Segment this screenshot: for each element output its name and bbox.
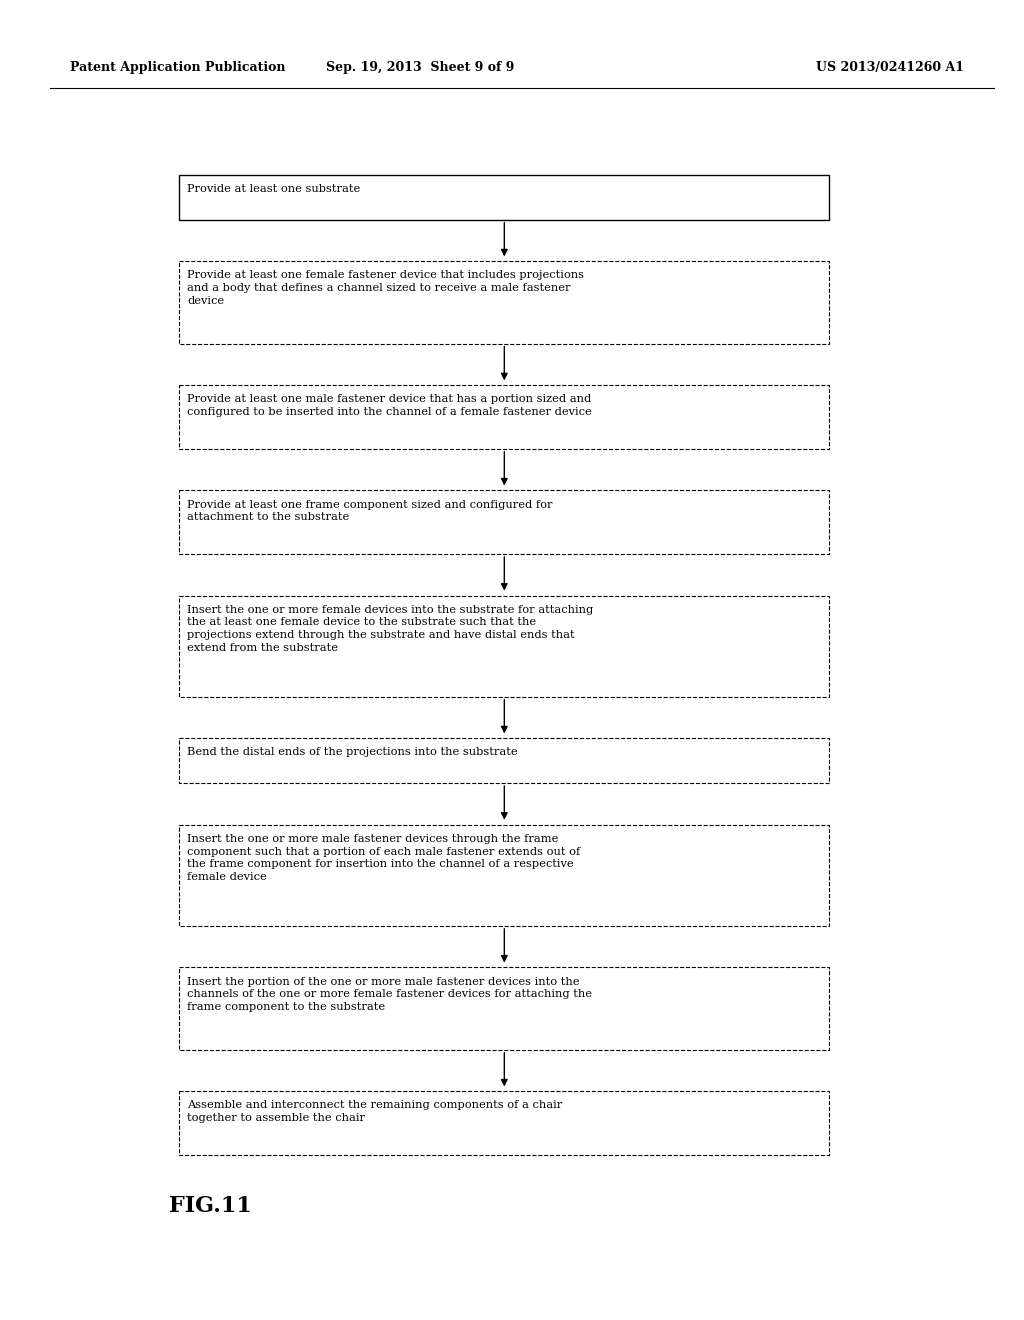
Text: Provide at least one substrate: Provide at least one substrate (187, 183, 360, 194)
Bar (179, 825, 829, 925)
Text: Provide at least one female fastener device that includes projections
and a body: Provide at least one female fastener dev… (187, 271, 585, 306)
Text: Provide at least one frame component sized and configured for
attachment to the : Provide at least one frame component siz… (187, 499, 553, 523)
Text: Bend the distal ends of the projections into the substrate: Bend the distal ends of the projections … (187, 747, 518, 758)
Bar (179, 176, 829, 220)
Text: Insert the portion of the one or more male fastener devices into the
channels of: Insert the portion of the one or more ma… (187, 977, 592, 1012)
Text: Insert the one or more female devices into the substrate for attaching
the at le: Insert the one or more female devices in… (187, 605, 594, 653)
Text: FIG.11: FIG.11 (169, 1195, 252, 1217)
Bar (179, 1092, 829, 1155)
Text: Provide at least one male fastener device that has a portion sized and
configure: Provide at least one male fastener devic… (187, 395, 592, 417)
Text: US 2013/0241260 A1: US 2013/0241260 A1 (816, 62, 964, 74)
Text: Assemble and interconnect the remaining components of a chair
together to assemb: Assemble and interconnect the remaining … (187, 1101, 562, 1123)
Bar (179, 491, 829, 554)
Text: Sep. 19, 2013  Sheet 9 of 9: Sep. 19, 2013 Sheet 9 of 9 (326, 62, 514, 74)
Bar (179, 261, 829, 343)
Bar (179, 385, 829, 449)
Bar (179, 968, 829, 1049)
Bar (179, 738, 829, 783)
Bar (179, 595, 829, 697)
Text: Insert the one or more male fastener devices through the frame
component such th: Insert the one or more male fastener dev… (187, 834, 581, 882)
Text: Patent Application Publication: Patent Application Publication (70, 62, 286, 74)
